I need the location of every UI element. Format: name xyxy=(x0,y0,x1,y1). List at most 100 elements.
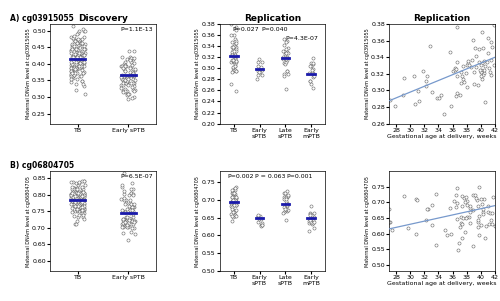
Point xyxy=(130,67,138,72)
Point xyxy=(120,221,128,226)
Point xyxy=(229,208,237,213)
Point xyxy=(120,80,128,85)
Point xyxy=(70,192,78,197)
Point xyxy=(308,70,316,75)
Point xyxy=(79,187,87,191)
Point xyxy=(428,203,436,208)
Point xyxy=(77,64,85,68)
Point xyxy=(69,24,77,29)
Point xyxy=(306,212,314,216)
Point xyxy=(76,191,84,196)
Point xyxy=(230,58,237,63)
Point xyxy=(258,68,266,73)
Point xyxy=(80,193,88,198)
Point xyxy=(281,194,289,199)
Point xyxy=(74,64,82,68)
Point xyxy=(80,44,88,48)
Point xyxy=(230,198,238,203)
Point xyxy=(118,74,126,79)
Point xyxy=(71,39,79,43)
Point xyxy=(119,89,127,94)
Point xyxy=(428,89,436,94)
Point xyxy=(130,187,138,191)
Point xyxy=(80,179,88,184)
Point xyxy=(229,210,237,215)
Point xyxy=(72,195,80,200)
Point xyxy=(280,49,288,54)
Point xyxy=(70,42,78,46)
Point xyxy=(69,189,77,194)
Point xyxy=(78,190,86,194)
Point xyxy=(72,194,80,199)
Point xyxy=(68,42,76,47)
Point xyxy=(118,225,126,229)
Point xyxy=(122,63,130,68)
Point xyxy=(72,221,80,226)
Point xyxy=(281,197,289,202)
Point xyxy=(73,70,81,75)
Point xyxy=(76,61,84,66)
Point xyxy=(68,192,76,197)
Point xyxy=(461,230,469,234)
Point xyxy=(127,207,135,212)
Point xyxy=(120,76,128,81)
Point xyxy=(230,199,237,203)
Point xyxy=(74,58,82,63)
Point xyxy=(452,94,460,99)
Point xyxy=(228,198,235,203)
Point xyxy=(284,57,292,62)
Point xyxy=(487,40,495,45)
Point xyxy=(426,44,434,49)
Point xyxy=(74,56,82,61)
Point xyxy=(486,73,494,78)
Point xyxy=(282,48,290,53)
Point xyxy=(75,50,83,55)
Point xyxy=(118,197,126,201)
Point xyxy=(80,191,88,196)
Point xyxy=(229,53,237,57)
Point xyxy=(253,76,261,81)
Point xyxy=(281,206,289,211)
Point xyxy=(258,60,266,64)
Point xyxy=(479,46,487,51)
Point xyxy=(78,41,86,46)
Point xyxy=(127,191,135,196)
Point xyxy=(282,194,290,199)
Point xyxy=(418,69,426,73)
Point xyxy=(68,209,76,214)
Point xyxy=(228,194,235,199)
Point xyxy=(231,62,239,67)
X-axis label: Gestational age at delivery, weeks: Gestational age at delivery, weeks xyxy=(388,281,497,287)
Point xyxy=(230,60,238,65)
Point xyxy=(474,204,482,209)
Point xyxy=(458,63,466,68)
Point xyxy=(306,211,314,216)
Point xyxy=(388,228,396,232)
Point xyxy=(78,58,86,63)
Point xyxy=(78,58,86,63)
Point xyxy=(282,203,290,208)
Point xyxy=(479,73,487,77)
Point xyxy=(308,70,316,75)
Point xyxy=(478,202,486,206)
Point xyxy=(74,38,82,42)
Point xyxy=(128,62,136,67)
Point xyxy=(68,54,76,59)
Point xyxy=(488,211,496,216)
Point xyxy=(282,199,290,203)
Point xyxy=(74,45,82,50)
Point xyxy=(132,219,140,224)
Point xyxy=(68,185,76,190)
Point xyxy=(477,67,485,72)
Point xyxy=(130,56,138,61)
Point xyxy=(78,190,86,195)
Point xyxy=(71,70,79,75)
Point xyxy=(280,209,287,214)
Point xyxy=(125,48,133,53)
Point xyxy=(78,60,86,65)
Point xyxy=(68,180,76,185)
Title: Discovery: Discovery xyxy=(78,14,128,23)
Point xyxy=(459,215,467,220)
Point xyxy=(120,74,128,79)
Point xyxy=(456,214,464,219)
